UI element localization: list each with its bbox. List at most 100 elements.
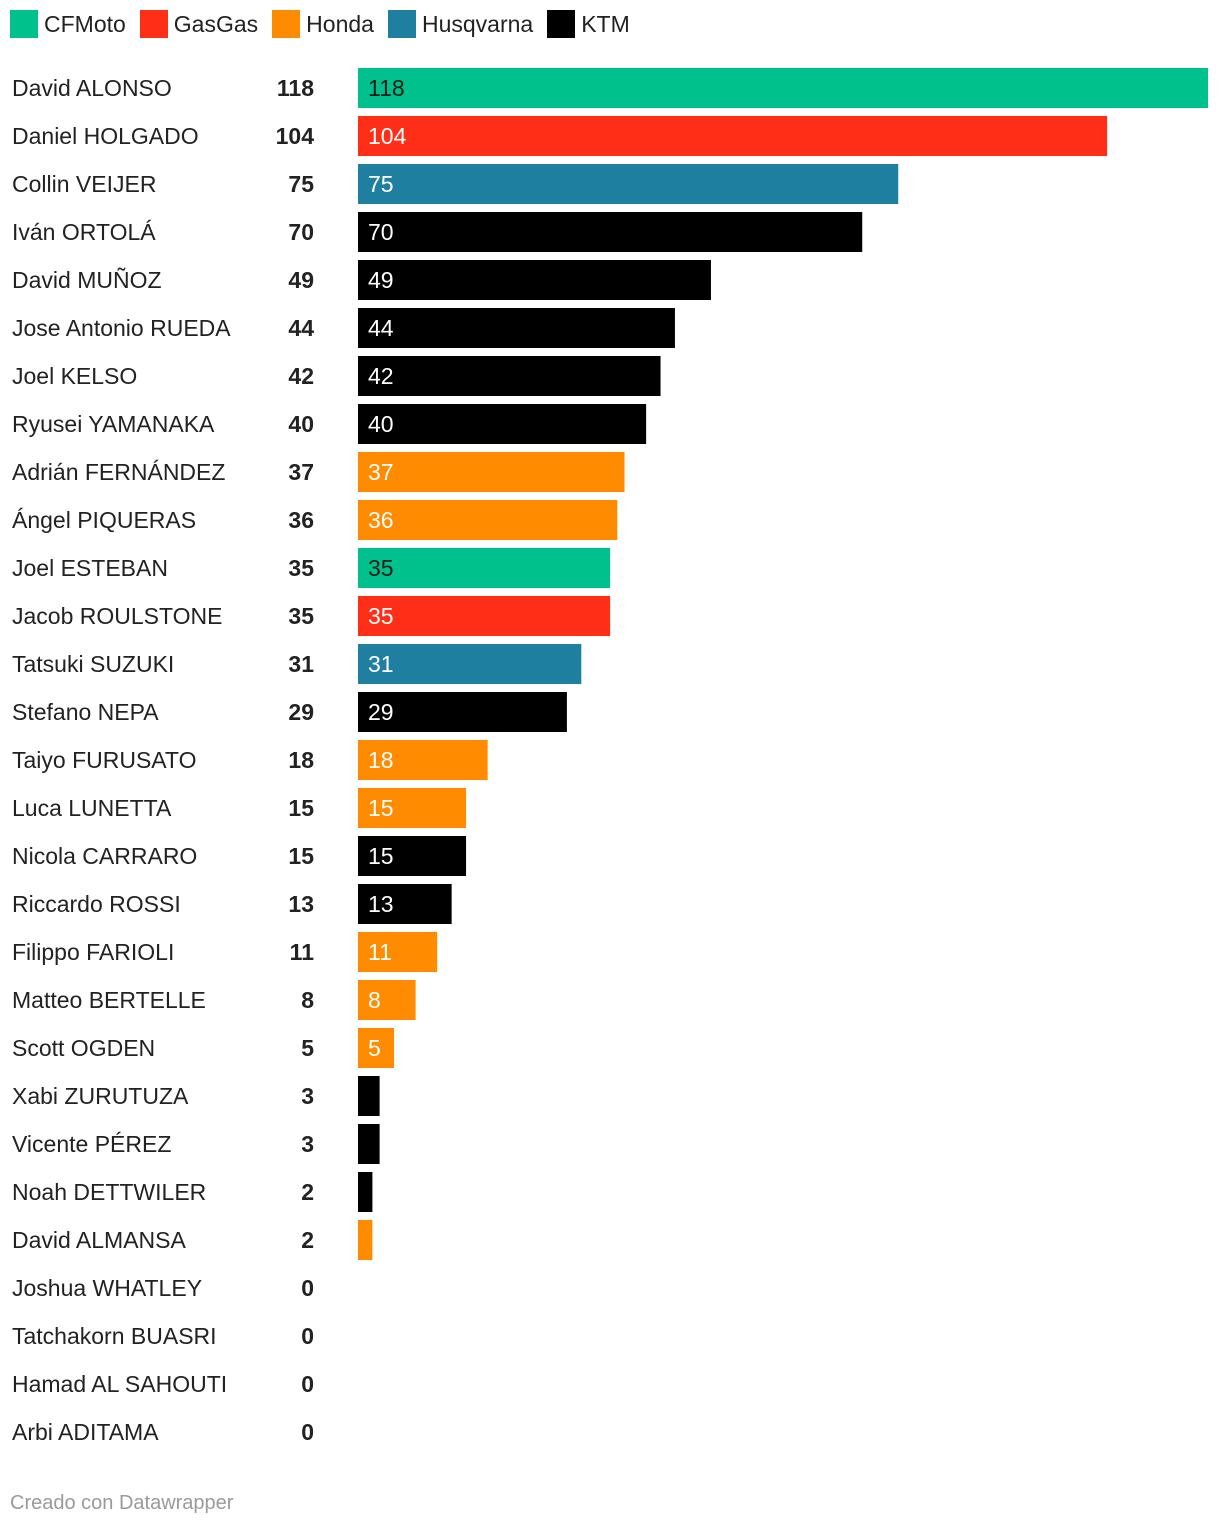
rider-name-label: Nicola CARRARO	[12, 843, 197, 869]
points-value-label: 15	[288, 795, 314, 821]
bar-data-label: 18	[368, 747, 394, 773]
rider-name-label: Jose Antonio RUEDA	[12, 315, 231, 341]
rider-name-label: Jacob ROULSTONE	[12, 603, 222, 629]
bar	[358, 884, 452, 924]
points-value-label: 3	[301, 1083, 314, 1109]
points-value-label: 8	[301, 987, 314, 1013]
rider-name-label: Hamad AL SAHOUTI	[12, 1371, 227, 1397]
rider-name-label: Riccardo ROSSI	[12, 891, 181, 917]
legend-swatch	[272, 10, 301, 38]
points-value-label: 42	[288, 363, 314, 389]
points-value-label: 37	[288, 459, 314, 485]
points-value-label: 104	[276, 123, 315, 149]
bar	[358, 596, 611, 636]
points-value-label: 0	[301, 1275, 314, 1301]
points-value-label: 35	[288, 555, 314, 581]
rider-name-label: Xabi ZURUTUZA	[12, 1083, 189, 1109]
bar-data-label: 75	[368, 171, 394, 197]
points-value-label: 31	[288, 651, 314, 677]
legend-item: Honda	[272, 10, 374, 38]
bar-data-label: 35	[368, 603, 394, 629]
rider-name-label: David MUÑOZ	[12, 267, 162, 293]
rider-name-label: Arbi ADITAMA	[12, 1419, 159, 1445]
points-value-label: 11	[290, 939, 315, 965]
bar	[358, 404, 647, 444]
legend-swatch	[10, 10, 38, 38]
rider-name-label: Iván ORTOLÁ	[12, 219, 156, 245]
bar	[358, 932, 438, 972]
rider-name-label: David ALONSO	[12, 75, 172, 101]
rider-name-label: Daniel HOLGADO	[12, 123, 199, 149]
legend-swatch	[547, 10, 576, 38]
legend-label: Husqvarna	[421, 10, 534, 37]
rider-name-label: Noah DETTWILER	[12, 1179, 206, 1205]
bar	[358, 692, 567, 732]
legend-label: CFMoto	[44, 10, 126, 37]
rider-name-label: Joel ESTEBAN	[12, 555, 168, 581]
points-value-label: 44	[288, 315, 314, 341]
rider-name-label: Stefano NEPA	[12, 699, 159, 725]
legend-label: Honda	[306, 10, 374, 37]
legend: CFMoto GasGas Honda Husqvarna KTM	[10, 10, 644, 38]
points-value-label: 0	[301, 1371, 314, 1397]
bar-data-label: 8	[368, 987, 381, 1013]
bar-data-label: 31	[368, 651, 394, 677]
bar-data-label: 35	[368, 555, 394, 581]
legend-swatch	[139, 10, 168, 38]
bar-data-label: 40	[368, 411, 394, 437]
points-value-label: 29	[288, 699, 314, 725]
rider-name-label: Filippo FARIOLI	[12, 939, 174, 965]
bar	[358, 644, 582, 684]
bar	[358, 548, 611, 588]
points-value-label: 5	[301, 1035, 314, 1061]
footer-credit[interactable]: Creado con Datawrapper	[10, 1492, 234, 1514]
points-value-label: 3	[301, 1131, 314, 1157]
rider-name-label: Vicente PÉREZ	[12, 1131, 171, 1157]
points-value-label: 118	[277, 75, 314, 101]
rider-name-label: Tatsuki SUZUKI	[12, 651, 174, 677]
points-value-label: 49	[288, 267, 314, 293]
rider-name-label: Taiyo FURUSATO	[12, 747, 196, 773]
bar	[358, 1076, 380, 1116]
bar	[358, 308, 675, 348]
rider-name-label: Matteo BERTELLE	[12, 987, 206, 1013]
rider-name-label: Ryusei YAMANAKA	[12, 411, 215, 437]
legend-item: Husqvarna	[387, 10, 534, 38]
points-value-label: 0	[301, 1419, 314, 1445]
legend-label: GasGas	[173, 10, 259, 37]
bar	[358, 740, 488, 780]
bar-data-label: 44	[368, 315, 394, 341]
bar	[358, 164, 899, 204]
points-value-label: 75	[288, 171, 314, 197]
bar	[358, 980, 416, 1020]
bar	[358, 68, 1208, 108]
points-value-label: 18	[288, 747, 314, 773]
legend-label: KTM	[581, 10, 630, 37]
bar	[358, 836, 467, 876]
legend-item: GasGas	[139, 10, 259, 38]
bar-data-label: 70	[368, 219, 394, 245]
bar-data-label: 15	[368, 843, 394, 869]
bar-data-label: 36	[368, 507, 394, 533]
bar	[358, 260, 711, 300]
bar	[358, 116, 1108, 156]
rider-name-label: Tatchakorn BUASRI	[12, 1323, 217, 1349]
points-value-label: 40	[288, 411, 314, 437]
rider-name-label: Scott OGDEN	[12, 1035, 155, 1061]
bar-data-label: 118	[368, 75, 405, 101]
bar-data-label: 42	[368, 363, 394, 389]
bar	[358, 500, 618, 540]
rider-name-label: Luca LUNETTA	[12, 795, 172, 821]
legend-item: CFMoto	[10, 10, 126, 38]
bar	[358, 788, 467, 828]
bar	[358, 1172, 373, 1212]
bar-data-label: 29	[368, 699, 394, 725]
rider-name-label: Adrián FERNÁNDEZ	[12, 459, 225, 485]
bar-data-label: 5	[368, 1035, 381, 1061]
legend-item: KTM	[547, 10, 630, 38]
bar-data-label: 104	[368, 123, 407, 149]
rider-name-label: David ALMANSA	[12, 1227, 187, 1253]
points-value-label: 0	[301, 1323, 314, 1349]
bar	[358, 212, 863, 252]
